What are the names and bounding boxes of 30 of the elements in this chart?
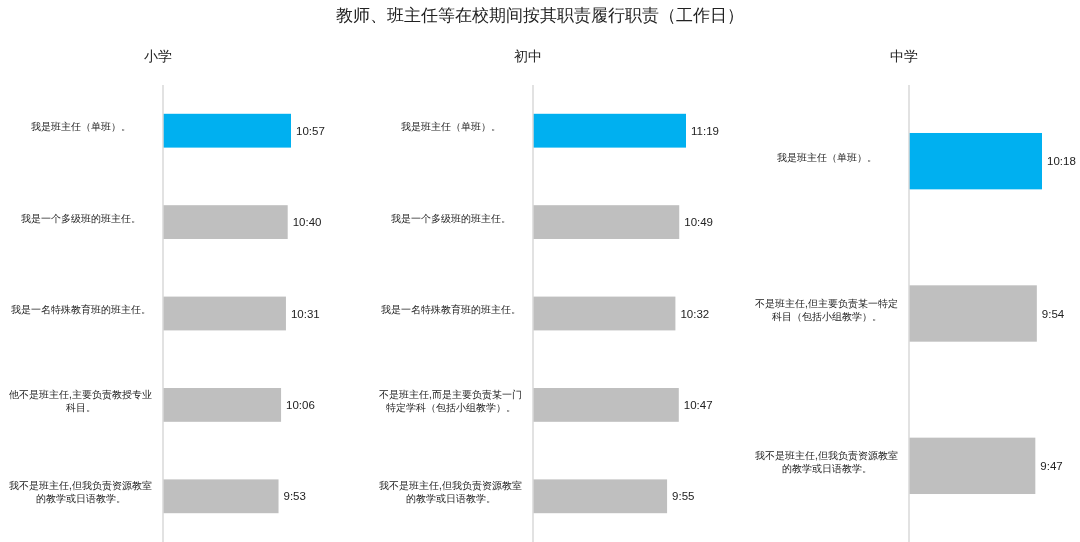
category-label: 我不是班主任,但我负责资源教室的教学或日语教学。 [8, 479, 153, 506]
value-label: 11:19 [691, 124, 719, 137]
value-label: 10:32 [680, 307, 710, 320]
category-label: 我是一名特殊教育班的班主任。 [9, 303, 152, 316]
panel-title: 中学 [889, 48, 919, 66]
category-label: 我是一名特殊教育班的班主任。 [379, 303, 522, 316]
value-label: 10:47 [683, 398, 713, 411]
value-label: 10:31 [290, 307, 320, 320]
value-label: 10:40 [292, 216, 322, 229]
category-label: 不是班主任,而是主要负责某一门特定学科（包括小组教学）。 [378, 387, 523, 414]
category-label: 我是班主任（单班）。 [29, 120, 132, 134]
title: 教师、班主任等在校期间按其职责履行职责（工作日） [335, 5, 745, 27]
value-label: 10:49 [684, 216, 713, 229]
category-label: 我不是班主任,但我负责资源教室的教学或日语教学。 [754, 448, 899, 475]
category-label: 不是班主任,但主要负责某一特定科目（包括小组教学）。 [754, 296, 899, 323]
value-label: 9:47 [1040, 459, 1063, 472]
category-label: 我不是班主任,但我负责资源教室的教学或日语教学。 [378, 479, 523, 506]
value-label: 9:53 [283, 490, 306, 503]
category-label: 我是班主任（单班）。 [775, 150, 878, 164]
value-label: 9:55 [672, 490, 695, 503]
category-label: 他不是班主任,主要负责教授专业科目。 [8, 387, 153, 414]
panel-title: 小学 [143, 48, 173, 66]
value-label: 10:57 [296, 124, 325, 137]
value-label: 9:54 [1041, 307, 1065, 320]
value-label: 10:18 [1047, 155, 1076, 168]
panel-title: 初中 [513, 48, 543, 66]
category-label: 我是一个多级班的班主任。 [389, 211, 512, 225]
value-label: 10:06 [286, 398, 315, 411]
category-label: 我是一个多级班的班主任。 [19, 211, 142, 225]
category-label: 我是班主任（单班）。 [399, 120, 502, 134]
